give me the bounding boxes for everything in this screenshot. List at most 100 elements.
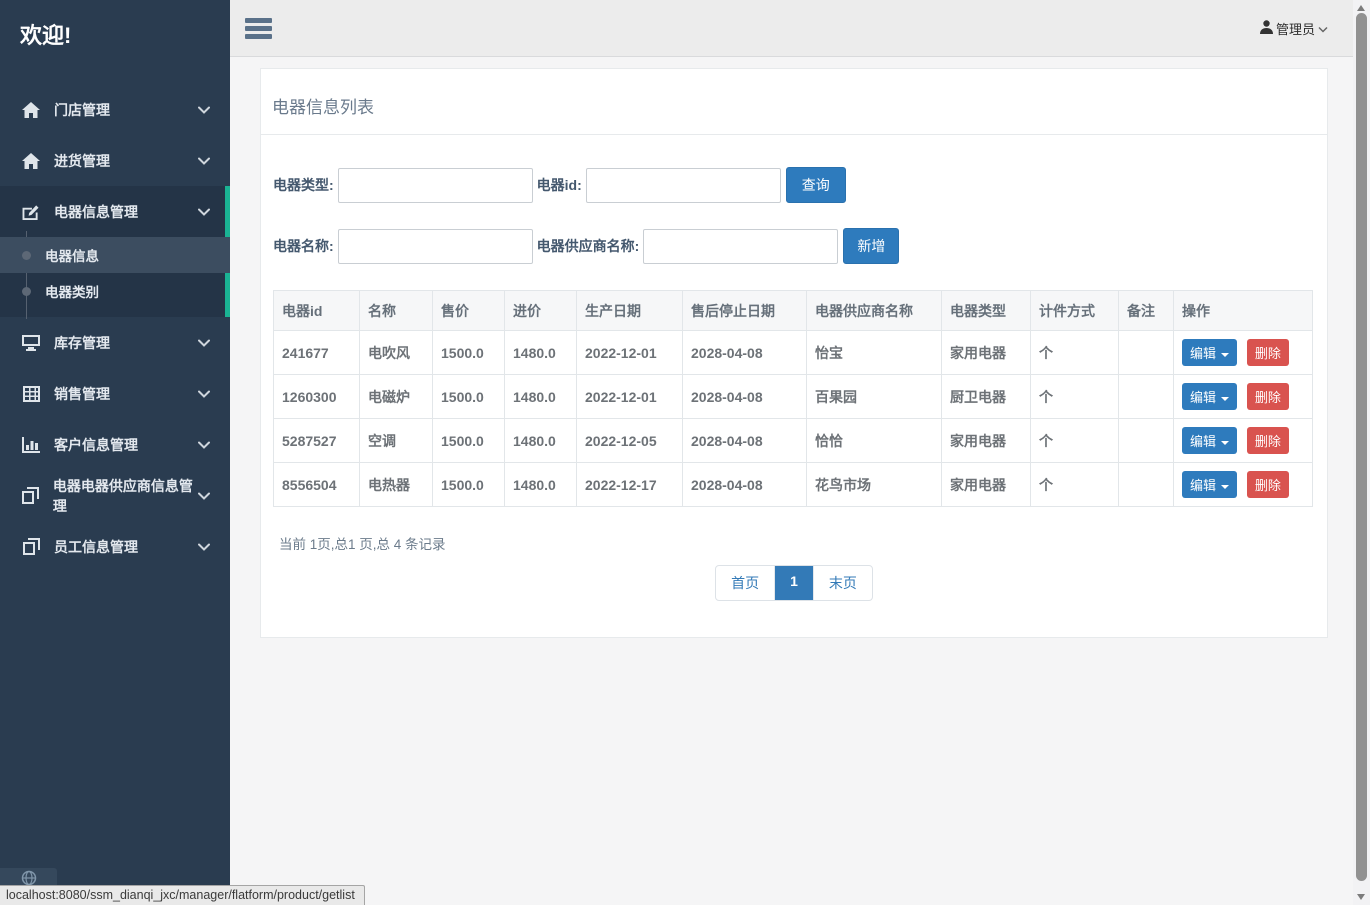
edit-button[interactable]: 编辑 (1182, 383, 1238, 410)
sidebar-item-label: 库存管理 (54, 334, 110, 351)
col-actions: 操作 (1173, 290, 1313, 331)
cell-production-date: 2022-12-01 (576, 374, 683, 419)
home-icon (21, 101, 41, 119)
delete-button[interactable]: 删除 (1246, 383, 1289, 410)
user-menu[interactable]: 管理员 (1259, 19, 1328, 38)
cell-production-date: 2022-12-17 (576, 462, 683, 507)
cell-type: 家用电器 (941, 418, 1031, 463)
edit-button[interactable]: 编辑 (1182, 427, 1238, 454)
add-button[interactable]: 新增 (843, 228, 900, 264)
sidebar-item-store-management[interactable]: 门店管理 (0, 84, 230, 135)
sidebar-item-label: 门店管理 (54, 101, 110, 118)
cell-id: 241677 (273, 330, 360, 375)
appliance-type-input[interactable] (337, 167, 533, 203)
appliance-id-label: 电器id: (536, 177, 582, 193)
sidebar-item-label: 员工信息管理 (54, 538, 138, 555)
sidebar-item-sales-management[interactable]: 销售管理 (0, 368, 230, 419)
sidebar-item-label: 电器信息管理 (54, 203, 138, 220)
page-title: 电器信息列表 (261, 69, 1327, 135)
sidebar-submenu: 电器信息 电器类别 (0, 231, 230, 319)
sidebar-subitem-label: 电器信息 (45, 249, 99, 264)
chevron-down-icon (198, 157, 210, 165)
cell-type: 家用电器 (941, 330, 1031, 375)
col-name: 名称 (359, 290, 433, 331)
edit-icon (21, 203, 41, 221)
chevron-down-icon (198, 339, 210, 347)
cell-supplier: 恰恰 (806, 418, 942, 463)
caret-down-icon (1221, 352, 1230, 357)
col-purchase-price: 进价 (504, 290, 577, 331)
edit-button[interactable]: 编辑 (1182, 471, 1238, 498)
cell-actions: 编辑 删除 (1173, 374, 1313, 419)
query-button[interactable]: 查询 (785, 167, 846, 203)
sidebar-item-supplier-info-management[interactable]: 电器电器供应商信息管理 (0, 470, 230, 521)
cell-name: 电热器 (359, 462, 433, 507)
sidebar-item-label: 电器电器供应商信息管理 (52, 477, 193, 514)
scroll-down-arrow-icon[interactable] (1357, 894, 1365, 900)
pager-first-button[interactable]: 首页 (716, 566, 776, 600)
col-appliance-type: 电器类型 (941, 290, 1031, 331)
col-production-date: 生产日期 (576, 290, 683, 331)
col-appliance-id: 电器id (273, 290, 360, 331)
sidebar-item-inventory-management[interactable]: 库存管理 (0, 317, 230, 368)
sidebar-subitem-appliance-info[interactable]: 电器信息 (0, 237, 230, 273)
delete-button[interactable]: 删除 (1246, 339, 1289, 366)
cell-production-date: 2022-12-01 (576, 330, 683, 375)
appliance-id-input[interactable] (585, 167, 781, 203)
chevron-down-icon (198, 492, 210, 500)
col-supplier-name: 电器供应商名称 (806, 290, 942, 331)
table-row: 5287527 空调 1500.0 1480.0 2022-12-05 2028… (273, 418, 1313, 463)
copy-icon (21, 538, 41, 556)
sidebar-nav: 门店管理 进货管理 电器 (0, 84, 230, 572)
topbar: 管理员 (230, 0, 1356, 57)
search-form: 电器类型: 电器id: 查询 电器名称: 电器供应商名称: 新增 (261, 167, 1327, 264)
delete-button[interactable]: 删除 (1246, 427, 1289, 454)
cell-sale-price: 1500.0 (432, 418, 505, 463)
chevron-down-icon (198, 208, 210, 216)
chevron-down-icon (198, 441, 210, 449)
appliance-name-input[interactable] (337, 228, 533, 264)
sidebar: 欢迎! 门店管理 进货管理 (0, 0, 230, 905)
cell-sale-price: 1500.0 (432, 374, 505, 419)
sidebar-item-appliance-info-management[interactable]: 电器信息管理 (0, 186, 230, 237)
pager-container: 首页 1 末页 (261, 565, 1327, 601)
chevron-down-icon (198, 390, 210, 398)
pager-page-1-button[interactable]: 1 (775, 566, 814, 600)
cell-purchase-price: 1480.0 (504, 374, 577, 419)
cell-id: 8556504 (273, 462, 360, 507)
bar-chart-icon (21, 436, 41, 454)
caret-down-icon (1318, 21, 1328, 36)
copy-icon (21, 487, 40, 505)
cell-remark (1118, 418, 1174, 463)
supplier-name-label: 电器供应商名称: (536, 238, 640, 254)
sidebar-item-purchase-management[interactable]: 进货管理 (0, 135, 230, 186)
table-row: 8556504 电热器 1500.0 1480.0 2022-12-17 202… (273, 462, 1313, 507)
supplier-name-input[interactable] (643, 228, 839, 264)
cell-unit: 个 (1030, 330, 1119, 375)
delete-button[interactable]: 删除 (1246, 471, 1289, 498)
cell-after-sale-end-date: 2028-04-08 (682, 418, 807, 463)
sidebar-subitem-label: 电器类别 (45, 285, 99, 300)
cell-sale-price: 1500.0 (432, 330, 505, 375)
bullet-icon (22, 250, 31, 260)
cell-name: 电吹风 (359, 330, 433, 375)
cell-type: 厨卫电器 (941, 374, 1031, 419)
cell-unit: 个 (1030, 374, 1119, 419)
cell-after-sale-end-date: 2028-04-08 (682, 374, 807, 419)
scroll-up-arrow-icon[interactable] (1357, 5, 1365, 11)
vertical-scrollbar[interactable] (1353, 0, 1370, 905)
sidebar-item-customer-info-management[interactable]: 客户信息管理 (0, 419, 230, 470)
cell-after-sale-end-date: 2028-04-08 (682, 462, 807, 507)
scrollbar-thumb[interactable] (1356, 13, 1367, 881)
cell-supplier: 百果园 (806, 374, 942, 419)
edit-button[interactable]: 编辑 (1182, 339, 1238, 366)
cell-unit: 个 (1030, 462, 1119, 507)
pager-last-button[interactable]: 末页 (828, 575, 857, 591)
cell-id: 5287527 (273, 418, 360, 463)
sidebar-item-employee-info-management[interactable]: 员工信息管理 (0, 521, 230, 572)
bullet-icon (22, 286, 31, 296)
hamburger-menu-icon[interactable] (245, 17, 272, 39)
sidebar-subitem-appliance-category[interactable]: 电器类别 (0, 273, 230, 309)
status-url-tooltip: localhost:8080/ssm_dianqi_jxc/manager/fl… (0, 885, 365, 905)
